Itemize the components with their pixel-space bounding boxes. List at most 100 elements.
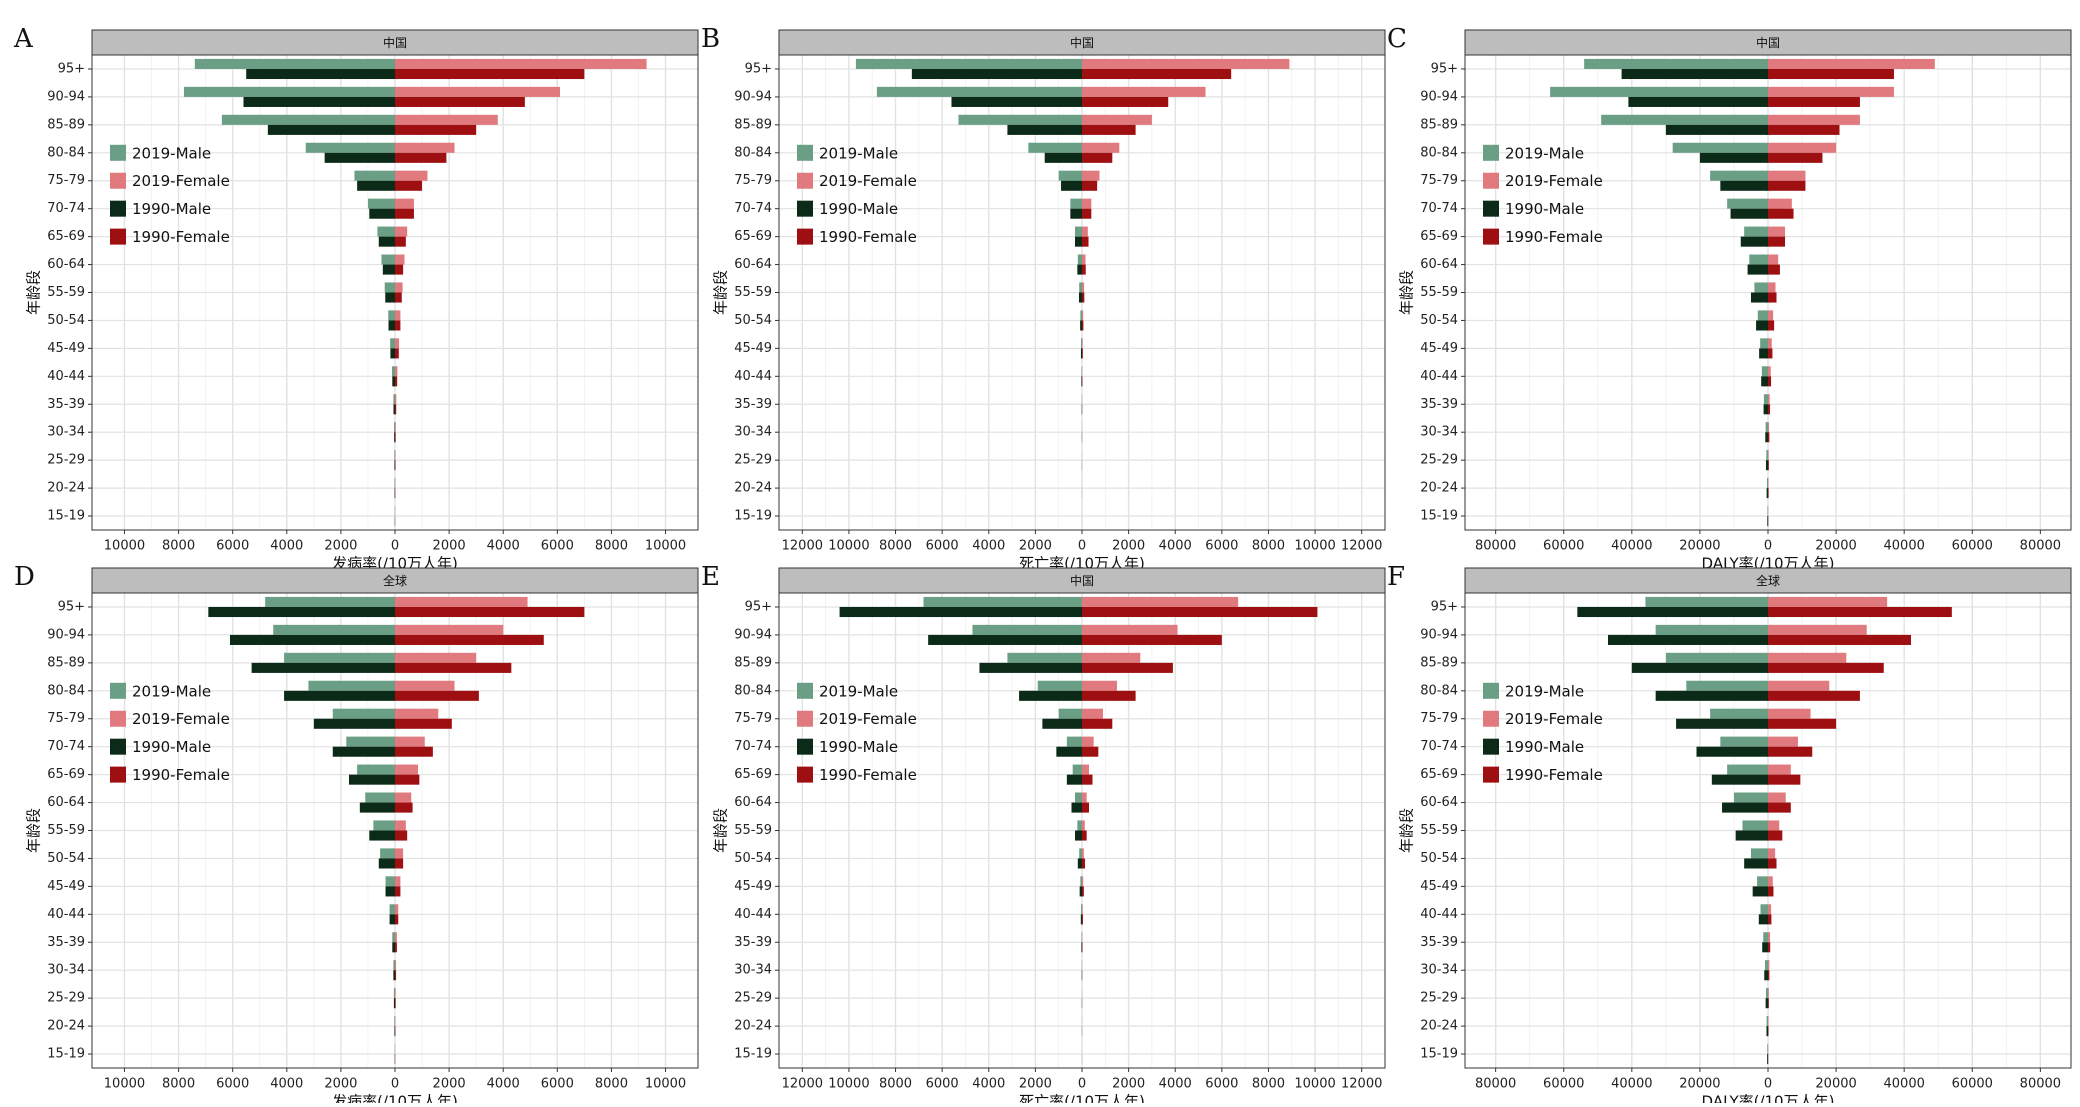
y-tick-label: 60-64 [47, 257, 85, 272]
y-tick-label: 15-19 [734, 1047, 772, 1062]
y-tick-label: 25-29 [47, 991, 85, 1006]
bar-1990-female [395, 886, 400, 896]
y-tick-label: 40-44 [734, 369, 772, 384]
bar-2019-male [1762, 366, 1768, 376]
y-tick-label: 90-94 [1420, 89, 1458, 104]
bar-2019-male [386, 876, 395, 886]
bar-1990-female [1768, 488, 1769, 498]
y-tick-label: 95+ [745, 599, 772, 614]
x-tick-label: 8000 [879, 1077, 912, 1092]
y-tick-label: 15-19 [1420, 509, 1458, 524]
bar-2019-female [395, 59, 647, 69]
x-tick-label: 10000 [104, 539, 145, 554]
bar-1990-female [1082, 663, 1173, 673]
bar-2019-female [1768, 255, 1778, 265]
y-tick-label: 55-59 [47, 823, 85, 838]
bar-2019-male [1764, 394, 1768, 404]
bar-1990-female [1082, 237, 1089, 247]
legend-label-2019-Male: 2019-Male [1505, 144, 1584, 162]
bar-2019-male [1720, 737, 1768, 747]
y-tick-label: 25-29 [734, 991, 772, 1006]
bar-2019-male [394, 478, 395, 488]
bar-2019-male [1073, 765, 1082, 775]
y-tick-label: 20-24 [47, 481, 85, 496]
y-tick-label: 40-44 [734, 907, 772, 922]
bar-2019-male [1761, 904, 1768, 914]
bar-1990-male [912, 69, 1082, 79]
y-tick-label: 20-24 [734, 481, 772, 496]
bar-1990-female [395, 237, 406, 247]
bar-1990-female [1768, 237, 1785, 247]
bar-2019-female [1768, 848, 1775, 858]
bar-1990-female [1768, 691, 1860, 701]
bar-1990-male [383, 265, 395, 275]
y-tick-label: 45-49 [1420, 879, 1458, 894]
bar-2019-male [222, 115, 395, 125]
bar-2019-male [1744, 227, 1768, 237]
bar-2019-male [381, 255, 395, 265]
y-axis-title: 年龄段 [712, 808, 730, 853]
y-tick-label: 50-54 [1420, 313, 1458, 328]
bar-1990-male [385, 293, 395, 303]
x-tick-label: 0 [1764, 1077, 1772, 1092]
bar-2019-male [392, 932, 395, 942]
bar-1990-male [1765, 432, 1768, 442]
bar-1990-male [1081, 942, 1082, 952]
bar-2019-female [1768, 932, 1770, 942]
bar-1990-female [1082, 635, 1222, 645]
bar-2019-male [394, 1016, 395, 1026]
x-tick-label: 4000 [270, 1077, 303, 1092]
bar-2019-male [1767, 1044, 1768, 1054]
bar-2019-female [395, 450, 396, 460]
x-axis-title: DALY率(/10万人年) [1702, 1093, 1835, 1104]
bar-2019-female [1768, 143, 1836, 153]
x-tick-label: 40000 [1884, 1077, 1925, 1092]
bar-2019-male [1079, 282, 1082, 292]
legend-label-1990-Female: 1990-Female [819, 228, 917, 246]
bar-2019-male [856, 59, 1082, 69]
legend-label-1990-Male: 1990-Male [819, 738, 898, 756]
bar-1990-female [395, 998, 396, 1008]
legend-label-1990-Female: 1990-Female [1505, 766, 1603, 784]
bar-2019-female [395, 366, 397, 376]
bar-2019-female [1082, 820, 1085, 830]
bar-2019-female [1768, 709, 1811, 719]
legend-label-2019-Male: 2019-Male [132, 682, 211, 700]
bar-1990-female [1768, 663, 1884, 673]
y-tick-label: 85-89 [47, 655, 85, 670]
y-tick-label: 60-64 [1420, 257, 1458, 272]
x-tick-label: 60000 [1952, 1077, 1993, 1092]
bar-1990-male [1751, 293, 1768, 303]
bar-2019-female [1082, 282, 1084, 292]
y-tick-label: 35-39 [47, 397, 85, 412]
y-tick-label: 40-44 [1420, 907, 1458, 922]
x-tick-label: 60000 [1952, 539, 1993, 554]
bar-2019-female [395, 310, 400, 320]
bar-1990-male [386, 886, 395, 896]
y-tick-label: 50-54 [734, 851, 772, 866]
y-tick-label: 80-84 [47, 145, 85, 160]
legend-label-2019-Male: 2019-Male [819, 144, 898, 162]
bar-1990-female [1768, 209, 1794, 219]
bar-1990-male [394, 432, 395, 442]
bar-1990-female [395, 404, 396, 414]
bar-2019-male [1767, 1016, 1768, 1026]
bar-2019-female [1082, 171, 1099, 181]
y-tick-label: 15-19 [47, 1047, 85, 1062]
y-axis-title: 年龄段 [25, 808, 43, 853]
panel-letter: B [701, 24, 720, 54]
legend-swatch-1990-Male [110, 201, 126, 217]
y-tick-label: 50-54 [1420, 851, 1458, 866]
y-tick-label: 15-19 [734, 509, 772, 524]
y-tick-label: 90-94 [1420, 627, 1458, 642]
x-tick-label: 4000 [972, 539, 1005, 554]
bar-1990-male [1753, 886, 1768, 896]
bar-2019-male [394, 988, 395, 998]
legend-swatch-1990-Male [110, 739, 126, 755]
bar-1990-male [394, 998, 395, 1008]
legend-label-2019-Female: 2019-Female [819, 172, 917, 190]
y-tick-label: 30-34 [47, 963, 85, 978]
bar-1990-male [394, 404, 395, 414]
y-tick-label: 55-59 [1420, 823, 1458, 838]
bar-1990-female [395, 209, 414, 219]
